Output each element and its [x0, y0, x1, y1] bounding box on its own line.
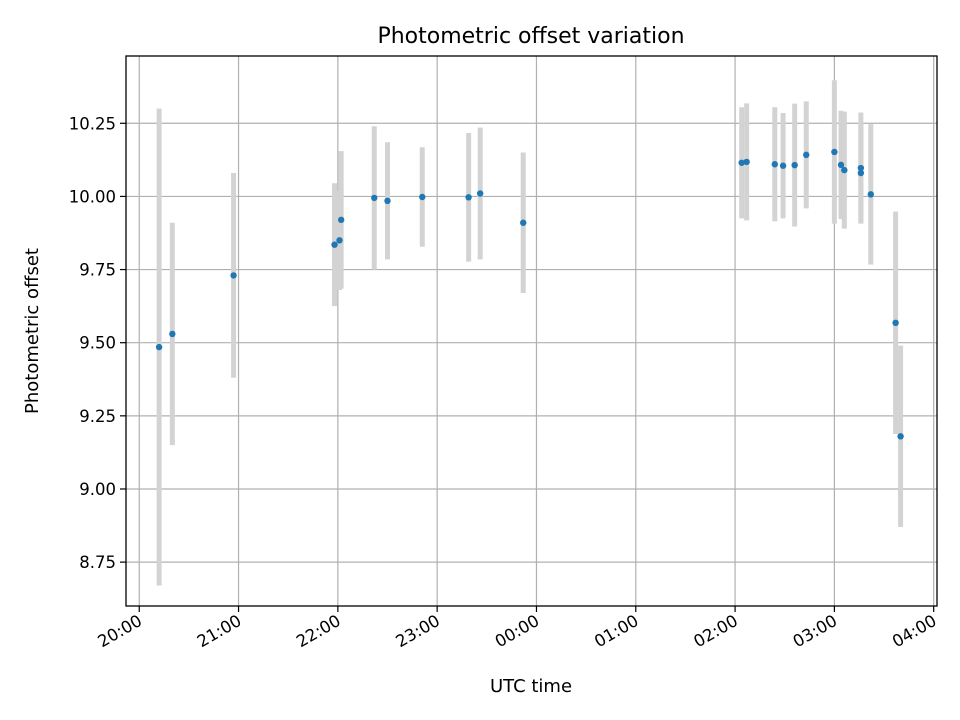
x-gridlines	[138, 56, 935, 606]
y-gridlines	[126, 122, 937, 563]
data-point	[867, 191, 874, 198]
data-point	[837, 161, 845, 169]
data-point	[897, 433, 904, 440]
data-point	[384, 197, 391, 205]
x-tick-label: 23:00	[392, 611, 443, 651]
data-point	[465, 194, 472, 201]
x-tick-label: 02:00	[690, 611, 741, 651]
data-point	[831, 148, 838, 156]
y-tick-label: 10.00	[69, 187, 116, 206]
data-point	[771, 161, 778, 168]
y-tick-label: 10.25	[69, 114, 116, 133]
x-axis-label: UTC time	[490, 676, 572, 697]
y-axis-label: Photometric offset	[22, 248, 43, 414]
x-tick-label: 21:00	[194, 611, 245, 651]
data-point	[476, 190, 484, 197]
y-tick-label: 9.25	[79, 407, 116, 426]
y-tick-label: 9.75	[79, 261, 116, 280]
data-point	[331, 241, 338, 248]
x-tick-label: 01:00	[591, 611, 642, 651]
x-tick-label: 04:00	[889, 611, 940, 651]
data-point	[738, 159, 745, 166]
data-points	[155, 148, 904, 440]
y-tick-label: 9.00	[79, 480, 116, 499]
x-tick-label: 03:00	[790, 611, 841, 651]
chart-title: Photometric offset variation	[377, 24, 684, 49]
data-point	[155, 343, 163, 351]
data-point	[520, 219, 527, 226]
error-bars	[156, 80, 904, 586]
x-axis-ticks: 20:00 21:00 22:00 23:00 00:00 01:00 02:00 03:00…	[95, 606, 940, 651]
data-point	[892, 319, 899, 327]
data-point	[169, 330, 176, 338]
data-point	[336, 237, 343, 244]
data-point	[371, 194, 378, 202]
y-tick-label: 8.75	[79, 553, 116, 572]
data-point	[337, 216, 345, 224]
data-point	[779, 162, 787, 169]
data-point	[841, 166, 848, 174]
plot-frame	[125, 55, 938, 607]
y-axis-ticks: 8.75 9.00 9.25 9.50 9.75 10.00 10.25	[69, 114, 126, 572]
y-tick-label: 9.50	[79, 334, 116, 353]
data-point	[230, 272, 237, 279]
data-point	[419, 193, 426, 201]
x-tick-label: 20:00	[95, 611, 146, 651]
data-point	[857, 169, 865, 177]
x-tick-label: 00:00	[492, 611, 543, 651]
data-point	[743, 158, 750, 166]
data-point	[791, 161, 798, 169]
data-point	[803, 151, 810, 159]
data-point	[857, 164, 865, 172]
x-tick-label: 22:00	[293, 611, 344, 651]
